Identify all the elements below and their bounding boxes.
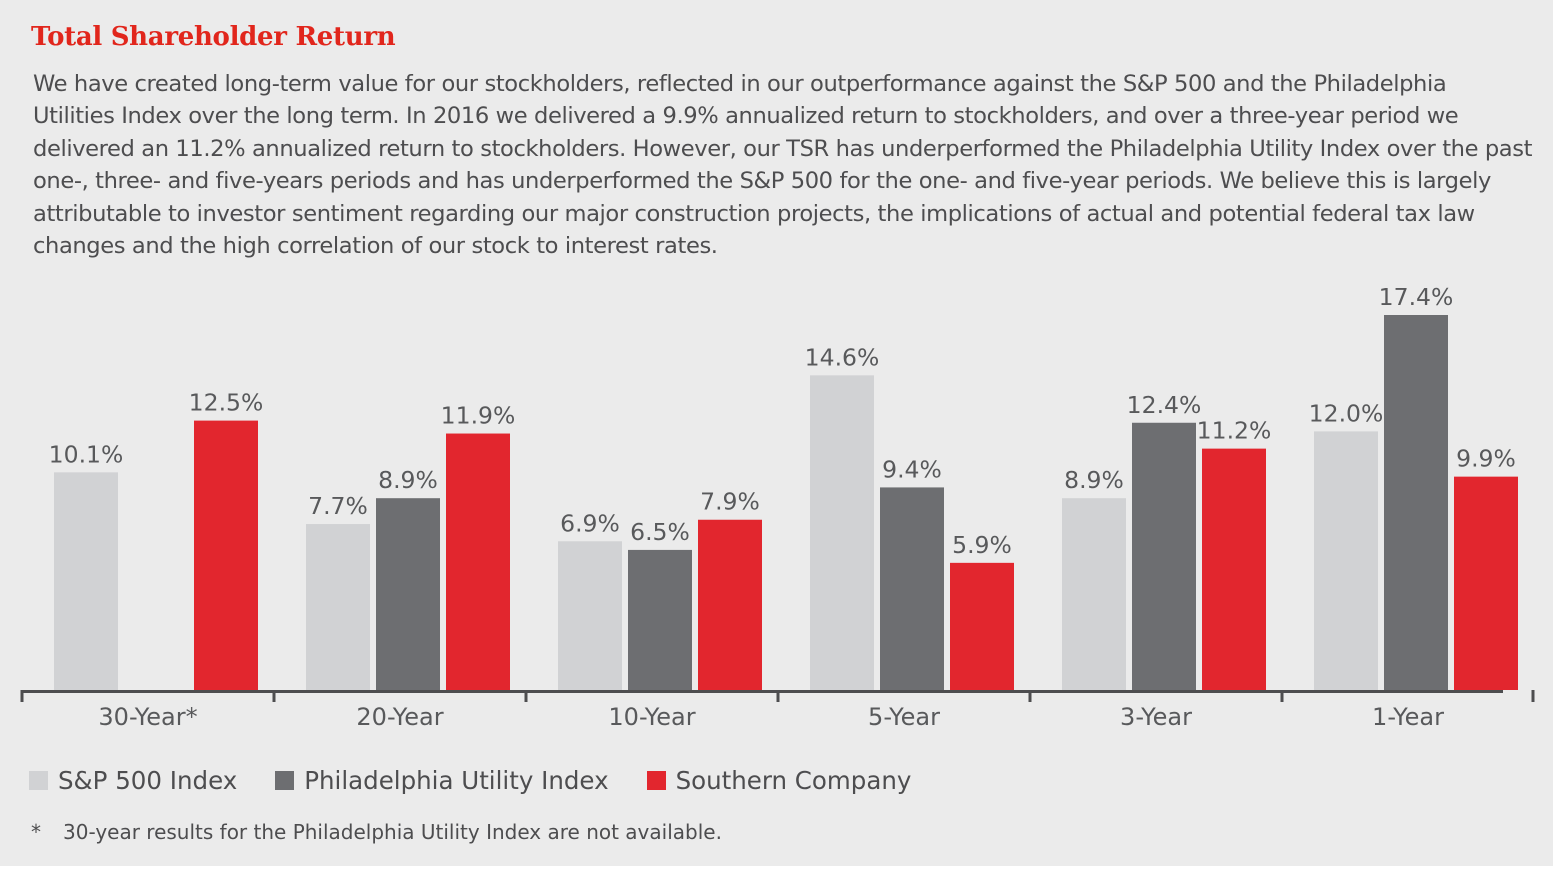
bar-10-year-southern-company	[698, 519, 762, 690]
legend-item-southern-company: Southern Company	[646, 765, 912, 795]
bar-1-year-sp500	[1314, 431, 1378, 690]
legend-swatch-southern-company	[646, 770, 666, 790]
bar-3-year-sp500	[1062, 498, 1126, 690]
x-tick-label-3-year: 3-Year	[1120, 703, 1192, 731]
chart-title: Total Shareholder Return	[31, 22, 396, 52]
data-label-3-year-philadelphia-utility: 12.4%	[1127, 391, 1202, 419]
bar-20-year-sp500	[306, 524, 370, 690]
data-label-20-year-philadelphia-utility: 8.9%	[378, 466, 438, 494]
x-tick-label-20-year: 20-Year	[356, 703, 443, 731]
data-label-30-year-sp500: 10.1%	[49, 440, 124, 468]
legend-label-sp500: S&P 500 Index	[58, 765, 238, 795]
footnote-text: 30-year results for the Philadelphia Uti…	[63, 820, 722, 844]
legend-item-sp500: S&P 500 Index	[29, 766, 237, 795]
footnote-marker: *	[31, 820, 41, 844]
bar-3-year-southern-company	[1202, 448, 1266, 690]
data-label-1-year-philadelphia-utility: 17.4%	[1379, 283, 1454, 311]
bar-10-year-philadelphia-utility	[628, 549, 692, 690]
legend-label-southern-company: Southern Company	[675, 765, 912, 795]
bar-chart: 10.1% 12.5% 30-Year* 7.7% 8.9% 11.9% 20-Year 6.…	[20, 283, 1535, 731]
chart-legend: S&P 500 Index Philadelphia Utility Index…	[29, 762, 949, 798]
legend-swatch-sp500	[29, 770, 48, 790]
legend-swatch-philadelphia-utility	[275, 770, 295, 790]
bar-10-year-sp500	[558, 541, 622, 690]
data-label-10-year-southern-company: 7.9%	[700, 488, 760, 516]
bar-5-year-philadelphia-utility	[880, 487, 944, 690]
data-label-5-year-southern-company: 5.9%	[952, 531, 1012, 559]
legend-label-philadelphia-utility: Philadelphia Utility Index	[304, 765, 609, 795]
data-label-20-year-sp500: 7.7%	[308, 492, 368, 520]
bar-3-year-philadelphia-utility	[1132, 422, 1196, 690]
bar-5-year-southern-company	[950, 562, 1014, 690]
data-label-1-year-southern-company: 9.9%	[1456, 445, 1516, 473]
bar-30-year-southern-company	[194, 420, 258, 690]
footnote: * 30-year results for the Philadelphia Ut…	[31, 820, 722, 844]
bar-1-year-philadelphia-utility	[1384, 315, 1448, 690]
bar-5-year-sp500	[810, 375, 874, 690]
data-label-30-year-southern-company: 12.5%	[189, 389, 264, 417]
data-label-5-year-philadelphia-utility: 9.4%	[882, 455, 942, 483]
x-tick-label-10-year: 10-Year	[608, 703, 695, 731]
bar-30-year-sp500	[54, 472, 118, 690]
x-tick-label-5-year: 5-Year	[868, 703, 940, 731]
data-label-20-year-southern-company: 11.9%	[441, 402, 516, 430]
x-tick-label-30-year: 30-Year*	[98, 703, 197, 731]
x-tick-label-1-year: 1-Year	[1372, 703, 1444, 731]
data-label-10-year-philadelphia-utility: 6.5%	[630, 518, 690, 546]
data-label-1-year-sp500: 12.0%	[1309, 399, 1384, 427]
data-label-3-year-sp500: 8.9%	[1064, 466, 1124, 494]
data-label-5-year-sp500: 14.6%	[805, 343, 880, 371]
intro-paragraph: We have created long-term value for our …	[33, 71, 1533, 260]
legend-item-philadelphia-utility: Philadelphia Utility Index	[275, 765, 609, 795]
bar-20-year-southern-company	[446, 433, 510, 690]
data-label-10-year-sp500: 6.9%	[560, 509, 620, 537]
bar-20-year-philadelphia-utility	[376, 498, 440, 690]
data-label-3-year-southern-company: 11.2%	[1197, 417, 1272, 445]
bar-1-year-southern-company	[1454, 476, 1518, 690]
